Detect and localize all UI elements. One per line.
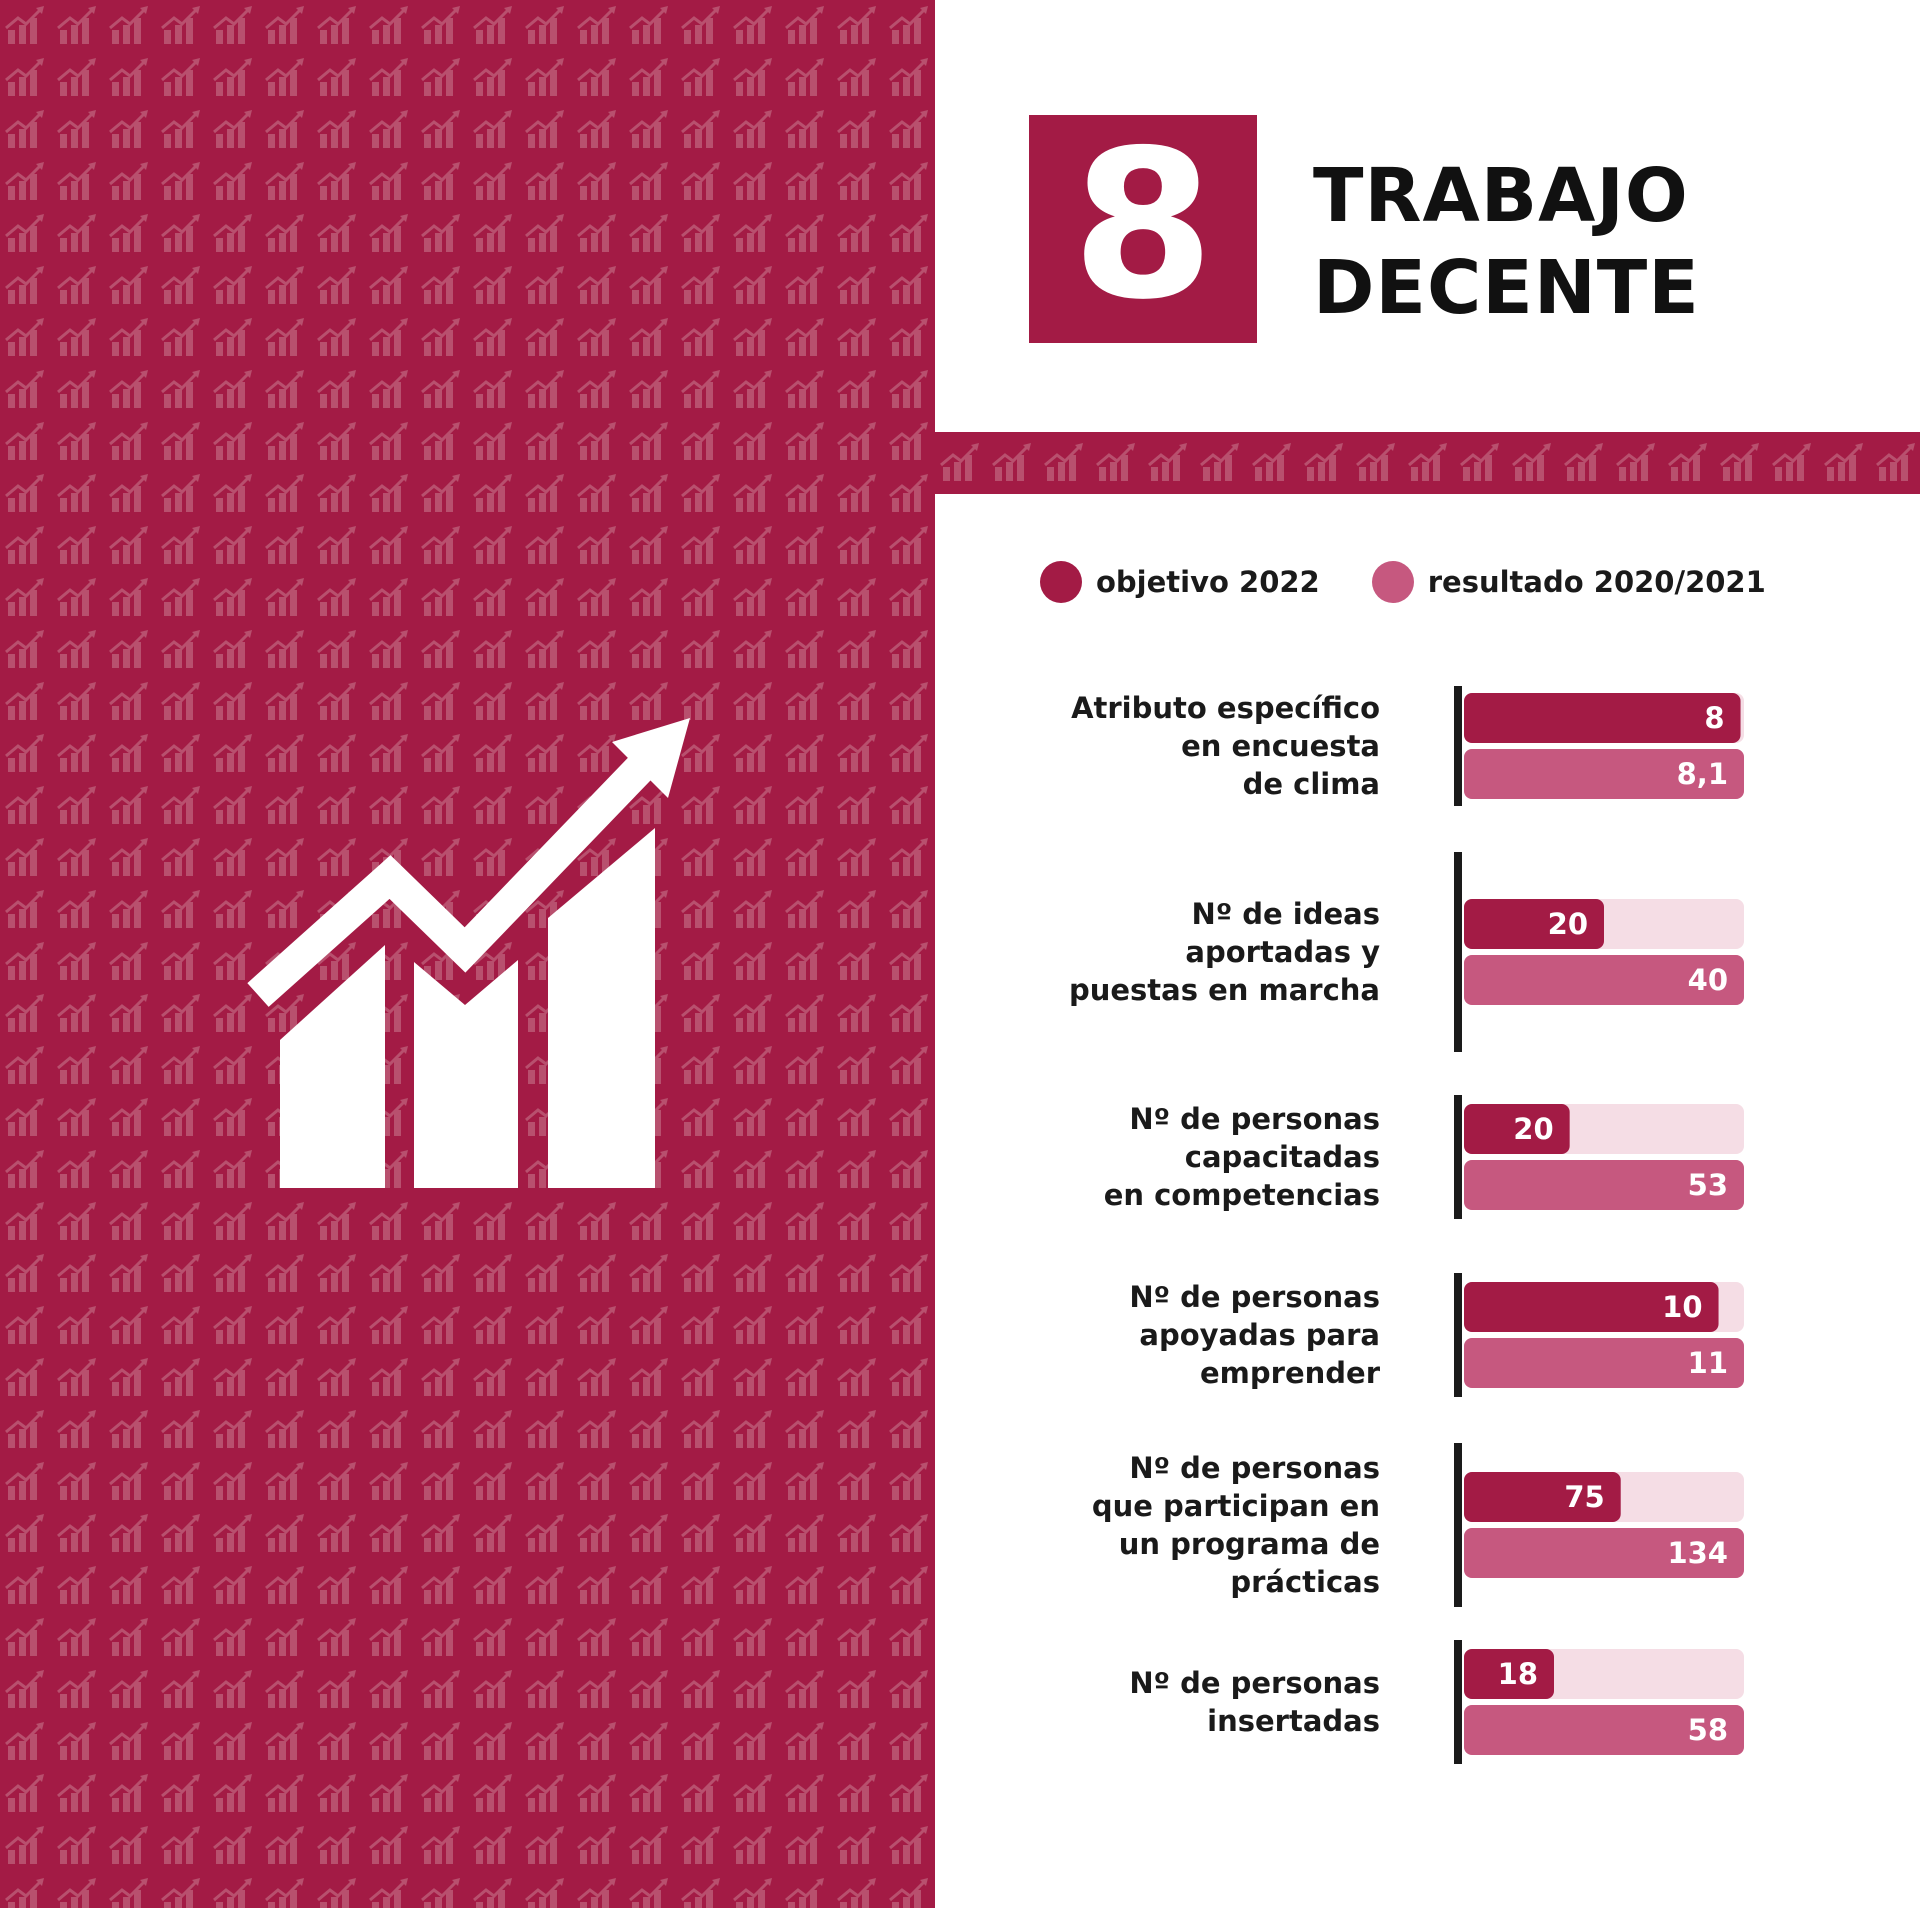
category-label-line: Nº de personas bbox=[1129, 1280, 1380, 1314]
goal-number: 8 bbox=[1071, 106, 1215, 345]
category-label-line: prácticas bbox=[1230, 1565, 1380, 1599]
category-label-line: Nº de personas bbox=[1129, 1666, 1380, 1700]
goal-number-box: 8 bbox=[1029, 115, 1257, 343]
bar-resultado-4 bbox=[1464, 1528, 1744, 1578]
category-label-2: Nº de personas capacitadas en competencias bbox=[1040, 1100, 1380, 1214]
category-label-line: aportadas y bbox=[1185, 935, 1380, 969]
category-label-line: Atributo específico bbox=[1071, 691, 1380, 725]
value-label-objetivo-1: 20 bbox=[1548, 907, 1588, 941]
bar-resultado-5 bbox=[1464, 1705, 1744, 1755]
bar-objetivo-1 bbox=[1464, 899, 1604, 949]
category-label-line: en encuesta bbox=[1181, 729, 1380, 763]
bar-objetivo-5 bbox=[1464, 1649, 1554, 1699]
value-label-objetivo-3: 10 bbox=[1662, 1290, 1702, 1324]
category-labels: Atributo específico en encuesta de clima Nº… bbox=[1060, 680, 1418, 1790]
value-label-resultado-2: 53 bbox=[1688, 1168, 1728, 1202]
value-label-objetivo-0: 8 bbox=[1704, 701, 1724, 735]
category-label-line: emprender bbox=[1200, 1356, 1380, 1390]
legend-label-objetivo: objetivo 2022 bbox=[1096, 565, 1320, 599]
category-label-1: Nº de ideas aportadas y puestas en marcha bbox=[1040, 895, 1380, 1009]
category-label-line: un programa de bbox=[1118, 1527, 1380, 1561]
legend-swatch-objetivo bbox=[1040, 561, 1082, 603]
left-panel bbox=[0, 0, 935, 1908]
bar-resultado-0 bbox=[1464, 749, 1744, 799]
left-panel-art bbox=[0, 0, 935, 1908]
bar-objetivo-3 bbox=[1464, 1282, 1719, 1332]
bar-resultado-1 bbox=[1464, 955, 1744, 1005]
category-label-line: capacitadas bbox=[1184, 1140, 1380, 1174]
goal-title-line2: DECENTE bbox=[1313, 245, 1700, 331]
goal-title-line1: TRABAJO bbox=[1313, 153, 1689, 239]
category-label-line: puestas en marcha bbox=[1068, 973, 1380, 1007]
legend-item-objetivo: objetivo 2022 bbox=[1040, 561, 1320, 603]
legend-swatch-resultado bbox=[1371, 561, 1414, 603]
legend-item-resultado: resultado 2020/2021 bbox=[1371, 561, 1766, 603]
category-label-line: Nº de ideas bbox=[1191, 897, 1380, 931]
growth-chart-icon bbox=[247, 718, 690, 1188]
category-label-line: Nº de personas bbox=[1129, 1102, 1380, 1136]
bar-objetivo-0 bbox=[1464, 693, 1741, 743]
value-label-objetivo-2: 20 bbox=[1513, 1112, 1553, 1146]
goal-title: TRABAJO DECENTE bbox=[1313, 150, 1700, 334]
bar-resultado-2 bbox=[1464, 1160, 1744, 1210]
bar-objetivo-2 bbox=[1464, 1104, 1570, 1154]
bar-chart: 8 8,1 20 40 20 53 10 11 75 134 18 58 bbox=[1060, 680, 1760, 1790]
bar-resultado-3 bbox=[1464, 1338, 1744, 1388]
category-label-line: en competencias bbox=[1103, 1178, 1380, 1212]
category-label-3: Nº de personas apoyadas para emprender bbox=[1040, 1278, 1380, 1392]
category-label-line: apoyadas para bbox=[1139, 1318, 1380, 1352]
pattern-band-art bbox=[935, 432, 1920, 494]
bar-objetivo-4 bbox=[1464, 1472, 1621, 1522]
value-label-resultado-4: 134 bbox=[1667, 1536, 1728, 1570]
value-label-resultado-1: 40 bbox=[1688, 963, 1728, 997]
pattern-band bbox=[935, 432, 1920, 494]
category-label-line: de clima bbox=[1242, 767, 1380, 801]
category-label-line: insertadas bbox=[1207, 1704, 1380, 1738]
category-label-5: Nº de personas insertadas bbox=[1040, 1664, 1380, 1740]
bar-chart-svg: 8 8,1 20 40 20 53 10 11 75 134 18 58 bbox=[1454, 686, 1744, 1764]
legend-label-resultado: resultado 2020/2021 bbox=[1427, 565, 1766, 599]
category-label-0: Atributo específico en encuesta de clima bbox=[1040, 689, 1380, 803]
chart-legend: objetivo 2022 resultado 2020/2021 bbox=[1040, 560, 1766, 604]
category-label-line: Nº de personas bbox=[1129, 1451, 1380, 1485]
value-label-resultado-0: 8,1 bbox=[1677, 757, 1728, 791]
category-label-line: que participan en bbox=[1091, 1489, 1380, 1523]
value-label-objetivo-4: 75 bbox=[1564, 1480, 1604, 1514]
value-label-resultado-5: 58 bbox=[1688, 1713, 1728, 1747]
value-label-objetivo-5: 18 bbox=[1498, 1657, 1538, 1691]
value-label-resultado-3: 11 bbox=[1688, 1346, 1728, 1380]
category-label-4: Nº de personas que participan en un progra… bbox=[1040, 1449, 1380, 1601]
